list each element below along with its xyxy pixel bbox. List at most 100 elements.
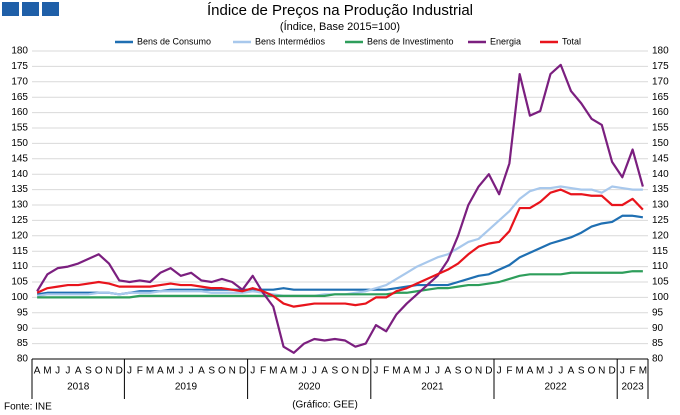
y2-tick-label: 155: [652, 123, 669, 134]
y-tick-label: 125: [11, 215, 28, 226]
y-tick-label: 85: [17, 338, 29, 349]
series-line: [36, 63, 644, 354]
series-line: [36, 188, 644, 308]
y2-tick-label: 180: [652, 46, 669, 57]
x-tick-label: J: [548, 366, 553, 377]
y-tick-label: 135: [11, 184, 28, 195]
y2-tick-label: 115: [652, 246, 668, 257]
x-tick-label: F: [260, 366, 266, 377]
y-tick-label: 165: [11, 92, 28, 103]
x-tick-label: J: [55, 366, 60, 377]
x-tick-label: J: [425, 366, 430, 377]
y-tick-label: 95: [17, 307, 29, 318]
y2-tick-label: 95: [652, 307, 664, 318]
x-tick-label: O: [464, 366, 472, 377]
legend-label: Total: [562, 36, 581, 46]
year-label: 2021: [421, 382, 444, 393]
chart-title: Índice de Preços na Produção Industrial: [207, 2, 473, 19]
x-tick-label: M: [392, 366, 400, 377]
logo-block: [22, 2, 39, 16]
y2-tick-label: 130: [652, 200, 669, 211]
x-tick-label: J: [435, 366, 440, 377]
legend-label: Bens Intermédios: [255, 36, 326, 46]
x-tick-label: J: [620, 366, 625, 377]
y2-tick-label: 175: [652, 61, 669, 72]
year-label: 2018: [67, 382, 90, 393]
x-tick-label: M: [536, 366, 544, 377]
x-tick-label: N: [105, 366, 112, 377]
y-tick-label: 105: [11, 277, 28, 288]
logo-block: [2, 2, 19, 16]
chart-subtitle: (Índice, Base 2015=100): [280, 20, 400, 33]
y-tick-label: 115: [12, 246, 28, 257]
year-label: 2020: [298, 382, 321, 393]
year-label: 2022: [544, 382, 567, 393]
y-tick-label: 155: [11, 123, 28, 134]
x-tick-label: S: [208, 366, 215, 377]
y2-tick-label: 125: [652, 215, 669, 226]
x-tick-label: A: [34, 366, 41, 377]
y-tick-label: 140: [11, 169, 28, 180]
legend-label: Bens de Investimento: [367, 36, 454, 46]
y2-tick-label: 120: [652, 230, 669, 241]
x-tick-label: J: [373, 366, 378, 377]
y-tick-label: 150: [11, 138, 28, 149]
year-label: 2019: [175, 382, 198, 393]
x-tick-label: S: [332, 366, 339, 377]
x-tick-label: A: [321, 366, 328, 377]
x-tick-label: M: [413, 366, 421, 377]
x-tick-label: S: [85, 366, 92, 377]
x-tick-label: F: [137, 366, 143, 377]
y2-tick-label: 140: [652, 169, 669, 180]
y2-tick-label: 90: [652, 323, 664, 334]
x-tick-label: M: [166, 366, 174, 377]
y-tick-label: 130: [11, 200, 28, 211]
y-tick-label: 170: [11, 76, 28, 87]
logo-block: [42, 2, 59, 16]
x-tick-label: A: [75, 366, 82, 377]
y2-tick-label: 110: [652, 261, 668, 272]
x-tick-label: D: [116, 366, 123, 377]
legend-label: Bens de Consumo: [137, 36, 211, 46]
y2-tick-label: 150: [652, 138, 669, 149]
y2-tick-label: 145: [652, 153, 669, 164]
y2-tick-label: 100: [652, 292, 669, 303]
y-tick-label: 175: [11, 61, 28, 72]
series-line: [36, 214, 644, 296]
x-tick-label: J: [189, 366, 194, 377]
x-tick-label: A: [568, 366, 575, 377]
x-tick-label: S: [578, 366, 585, 377]
x-tick-label: D: [485, 366, 492, 377]
y2-tick-label: 105: [652, 277, 669, 288]
x-tick-label: A: [527, 366, 534, 377]
x-tick-label: M: [146, 366, 154, 377]
x-tick-label: D: [608, 366, 615, 377]
x-tick-label: J: [497, 366, 502, 377]
source: Fonte: INE: [4, 402, 52, 413]
x-tick-label: M: [290, 366, 298, 377]
x-tick-label: M: [43, 366, 51, 377]
y-tick-label: 100: [11, 292, 28, 303]
x-tick-label: O: [588, 366, 596, 377]
y2-tick-label: 135: [652, 184, 669, 195]
x-tick-label: A: [403, 366, 410, 377]
x-tick-label: N: [475, 366, 482, 377]
series-line: [36, 185, 643, 297]
x-tick-label: J: [558, 366, 563, 377]
x-tick-label: D: [362, 366, 369, 377]
y2-tick-label: 165: [652, 92, 669, 103]
series-line: [37, 270, 643, 299]
x-tick-label: A: [280, 366, 287, 377]
y-tick-label: 90: [17, 323, 29, 334]
x-tick-label: F: [630, 366, 636, 377]
x-tick-label: D: [239, 366, 246, 377]
x-tick-label: N: [598, 366, 605, 377]
x-tick-label: N: [352, 366, 359, 377]
x-tick-label: A: [157, 366, 164, 377]
x-tick-label: M: [269, 366, 277, 377]
x-tick-label: O: [341, 366, 349, 377]
x-tick-label: S: [455, 366, 462, 377]
y-tick-label: 120: [11, 230, 28, 241]
